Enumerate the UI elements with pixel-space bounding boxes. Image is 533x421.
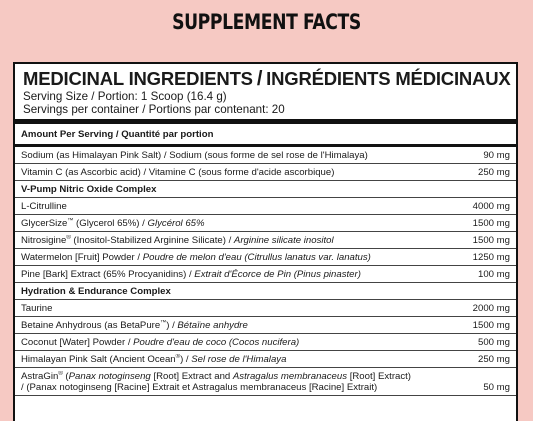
thick-divider [15, 119, 516, 124]
ingredient-amount: 100 mg [478, 269, 510, 280]
table-row: Sodium (as Himalayan Pink Salt) / Sodium… [15, 147, 516, 164]
ingredient-amount: 1500 mg [472, 235, 510, 246]
ingredient-table: Sodium (as Himalayan Pink Salt) / Sodium… [15, 147, 516, 368]
heading-english: MEDICINAL INGREDIENTS [23, 68, 253, 89]
table-row: Nitrosigine® (Inositol-Stabilized Argini… [15, 232, 516, 249]
ingredient-name: Vitamin C (as Ascorbic acid) / Vitamine … [21, 167, 335, 178]
ingredient-name: Pine [Bark] Extract (65% Procyanidins) /… [21, 269, 361, 280]
heading-french: INGRÉDIENTS MÉDICINAUX [266, 68, 511, 89]
table-row: Pine [Bark] Extract (65% Procyanidins) /… [15, 266, 516, 283]
supplement-facts-panel: MEDICINAL INGREDIENTS / INGRÉDIENTS MÉDICI… [13, 62, 518, 421]
ingredient-name: Watermelon [Fruit] Powder / Poudre de me… [21, 252, 371, 263]
panel-header: MEDICINAL INGREDIENTS / INGRÉDIENTS MÉDICI… [15, 64, 516, 116]
table-row: L-Citrulline 4000 mg [15, 198, 516, 215]
ingredient-amount: 500 mg [478, 337, 510, 348]
servings-per-container: Servings per container / Portions par co… [23, 103, 285, 116]
ingredient-name: Betaine Anhydrous (as BetaPure™) / Bétaï… [21, 320, 248, 331]
table-row: Coconut [Water] Powder / Poudre d'eau de… [15, 334, 516, 351]
section-label: Hydration & Endurance Complex [21, 286, 171, 297]
serving-size: Serving Size / Portion: 1 Scoop (16.4 g) [23, 90, 227, 103]
table-row-astragin: AstraGin® (Panax notoginseng [Root] Extr… [15, 368, 516, 396]
section-label: V-Pump Nitric Oxide Complex [21, 184, 157, 195]
ingredient-name: Taurine [21, 303, 53, 314]
medium-divider [15, 144, 516, 147]
table-row: GlycerSize™ (Glycerol 65%) / Glycérol 65… [15, 215, 516, 232]
table-row: Vitamin C (as Ascorbic acid) / Vitamine … [15, 164, 516, 181]
ingredient-name: Sodium (as Himalayan Pink Salt) / Sodium… [21, 150, 368, 161]
table-row: Taurine 2000 mg [15, 300, 516, 317]
ingredient-amount: 1250 mg [472, 252, 510, 263]
heading-separator: / [256, 68, 263, 90]
ingredient-name: Himalayan Pink Salt (Ancient Ocean®) / S… [21, 354, 287, 365]
ingredient-amount: 250 mg [478, 354, 510, 365]
ingredient-amount: 4000 mg [472, 201, 510, 212]
panel-heading: MEDICINAL INGREDIENTS / INGRÉDIENTS MÉDICI… [23, 68, 511, 90]
ingredient-amount: 1500 mg [472, 320, 510, 331]
ingredient-name: GlycerSize™ (Glycerol 65%) / Glycérol 65… [21, 218, 205, 229]
table-row: Watermelon [Fruit] Powder / Poudre de me… [15, 249, 516, 266]
table-row: Betaine Anhydrous (as BetaPure™) / Bétaï… [15, 317, 516, 334]
ingredient-amount: 90 mg [483, 150, 510, 161]
ingredient-amount: 250 mg [478, 167, 510, 178]
amount-per-serving-header: Amount Per Serving / Quantité par portio… [21, 129, 214, 140]
ingredient-name: Coconut [Water] Powder / Poudre d'eau de… [21, 337, 300, 348]
ingredient-name: L-Citrulline [21, 201, 67, 212]
section-header: V-Pump Nitric Oxide Complex [15, 181, 516, 198]
ingredient-name: AstraGin® (Panax notoginseng [Root] Extr… [21, 371, 412, 393]
ingredient-amount: 50 mg [483, 382, 510, 393]
table-row: Himalayan Pink Salt (Ancient Ocean®) / S… [15, 351, 516, 368]
ingredient-name: Nitrosigine® (Inositol-Stabilized Argini… [21, 235, 334, 246]
ingredient-amount: 1500 mg [472, 218, 510, 229]
ingredient-amount: 2000 mg [472, 303, 510, 314]
page-title: SUPPLEMENT FACTS [172, 10, 361, 34]
section-header: Hydration & Endurance Complex [15, 283, 516, 300]
